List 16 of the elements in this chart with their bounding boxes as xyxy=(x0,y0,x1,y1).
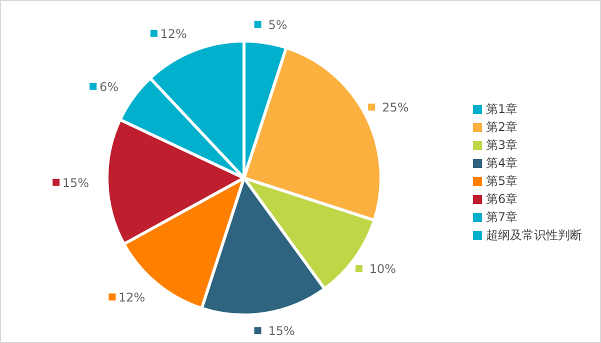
legend-label: 超纲及常识性判断 xyxy=(486,228,582,242)
data-label: 25% xyxy=(382,100,409,115)
data-label: 15% xyxy=(268,324,295,338)
data-label: 12% xyxy=(160,26,187,41)
legend-label: 第7章 xyxy=(486,210,518,224)
legend-label: 第5章 xyxy=(486,174,518,188)
legend-label: 第2章 xyxy=(486,120,518,134)
data-label: 12% xyxy=(118,290,146,304)
legend-label: 第4章 xyxy=(486,156,518,170)
legend-label: 第3章 xyxy=(486,138,518,152)
legend-label: 第6章 xyxy=(486,192,518,206)
data-label: 5% xyxy=(268,18,288,32)
legend-label: 第1章 xyxy=(486,102,518,116)
data-label: 6% xyxy=(100,80,119,94)
data-label: 15% xyxy=(62,176,90,190)
data-label: 10% xyxy=(369,262,396,276)
